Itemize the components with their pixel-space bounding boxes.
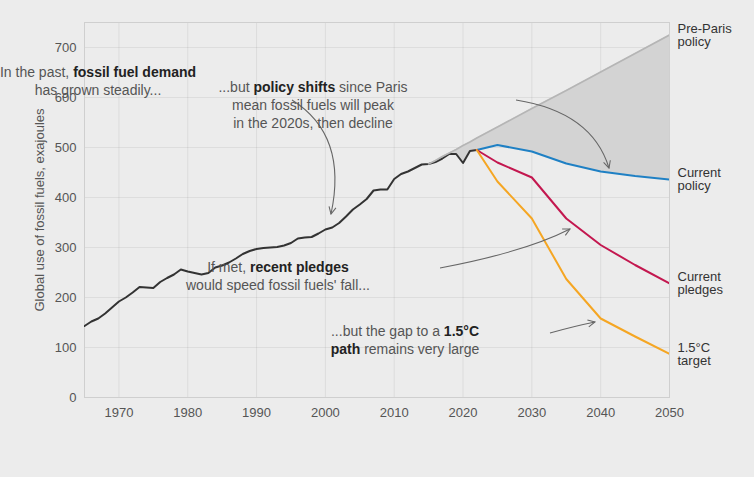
- svg-text:500: 500: [55, 140, 77, 155]
- svg-text:2040: 2040: [586, 405, 615, 420]
- svg-text:1.5°Ctarget: 1.5°Ctarget: [678, 340, 712, 368]
- svg-text:300: 300: [55, 240, 77, 255]
- svg-text:1970: 1970: [104, 405, 133, 420]
- svg-text:2010: 2010: [380, 405, 409, 420]
- svg-text:100: 100: [55, 340, 77, 355]
- svg-text:2030: 2030: [517, 405, 546, 420]
- svg-text:2050: 2050: [655, 405, 684, 420]
- svg-text:1990: 1990: [242, 405, 271, 420]
- svg-text:400: 400: [55, 190, 77, 205]
- svg-text:2000: 2000: [311, 405, 340, 420]
- svg-text:Global use of fossil fuels, ex: Global use of fossil fuels, exajoules: [32, 108, 47, 312]
- svg-text:2020: 2020: [449, 405, 478, 420]
- svg-text:Currentpledges: Currentpledges: [678, 269, 724, 297]
- svg-text:...but the gap to a 1.5°Cpath: ...but the gap to a 1.5°Cpath remains ve…: [331, 323, 480, 357]
- svg-text:Currentpolicy: Currentpolicy: [678, 165, 722, 193]
- svg-text:Pre-Parispolicy: Pre-Parispolicy: [678, 21, 733, 49]
- svg-text:0: 0: [69, 390, 76, 405]
- svg-text:...but policy shifts since Par: ...but policy shifts since Parismean fos…: [218, 79, 407, 131]
- svg-text:In the past, fossil fuel deman: In the past, fossil fuel demandhas grown…: [0, 64, 196, 98]
- svg-text:1980: 1980: [173, 405, 202, 420]
- svg-text:700: 700: [55, 40, 77, 55]
- svg-text:200: 200: [55, 290, 77, 305]
- svg-text:If met, recent pledgeswould sp: If met, recent pledgeswould speed fossil…: [185, 259, 370, 293]
